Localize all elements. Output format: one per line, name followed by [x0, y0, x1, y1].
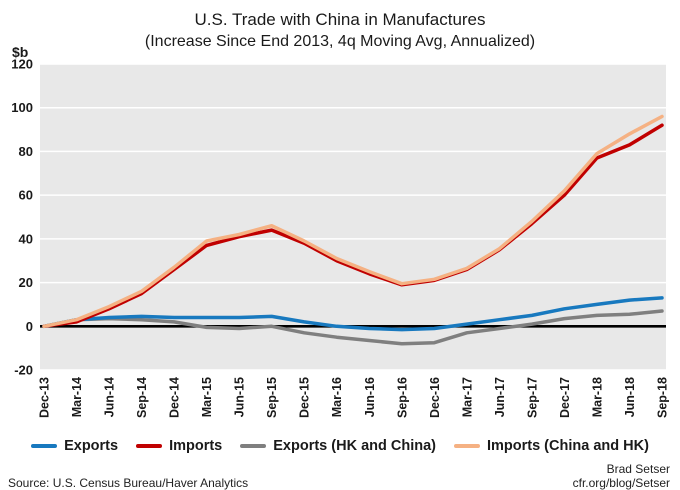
series-line-3 [42, 114, 664, 329]
legend-label-exports-hk-china: Exports (HK and China) [273, 438, 436, 454]
y-tick-label: 60 [19, 188, 33, 203]
x-tick-label: Sep-15 [265, 377, 279, 418]
legend-item-exports-hk-china: Exports (HK and China) [240, 438, 436, 454]
blog-url: cfr.org/blog/Setser [572, 476, 670, 490]
x-tick-label: Mar-14 [70, 377, 84, 417]
x-tick-label: Jun-16 [363, 377, 377, 417]
author-credit: Brad Setser [606, 462, 670, 476]
x-tick-label: Jun-17 [493, 377, 507, 417]
x-tick-label: Jun-18 [623, 377, 637, 417]
plot-area [40, 64, 666, 370]
legend-label-imports-china-hk: Imports (China and HK) [486, 438, 649, 454]
chart-footer: Source: U.S. Census Bureau/Haver Analyti… [0, 458, 680, 490]
legend-item-imports: Imports [136, 438, 222, 454]
y-tick-label: 20 [19, 275, 33, 290]
legend-item-imports-china-hk: Imports (China and HK) [453, 438, 649, 454]
x-tick-label: Sep-17 [525, 377, 539, 418]
y-tick-label: -20 [14, 363, 33, 378]
source-note: Source: U.S. Census Bureau/Haver Analyti… [8, 476, 249, 490]
legend-swatch-exports-hk-china [240, 444, 267, 448]
x-tick-label: Sep-14 [135, 377, 149, 418]
x-tick-label: Sep-18 [656, 377, 670, 418]
y-axis-unit-label: $b [12, 44, 29, 60]
credit-block: Brad Setser cfr.org/blog/Setser [573, 462, 670, 490]
line-chart: -20 0 20 40 60 80 100 120 Dec-13 Mar-14 Jun-14 Sep-… [11, 57, 670, 419]
legend-swatch-exports [31, 444, 58, 448]
chart-title: U.S. Trade with China in Manufactures [194, 10, 486, 29]
x-tick-label: Jun-14 [103, 377, 117, 417]
y-tick-label: 100 [11, 100, 33, 115]
legend: Exports Imports Exports (HK and China) I… [0, 434, 680, 458]
x-tick-label: Mar-17 [460, 377, 474, 417]
x-tick-label: Dec-17 [558, 377, 572, 418]
x-tick-label: Dec-16 [428, 377, 442, 418]
x-tick-label: Mar-15 [200, 377, 214, 417]
x-tick-label: Sep-16 [395, 377, 409, 418]
y-tick-label: 80 [19, 144, 33, 159]
legend-swatch-imports-china-hk [453, 444, 480, 448]
series-line-1 [42, 123, 664, 329]
legend-label-imports: Imports [169, 438, 223, 454]
y-tick-label: 40 [19, 231, 33, 246]
chart-header: U.S. Trade with China in Manufactures (I… [0, 0, 680, 60]
x-tick-label: Dec-13 [38, 377, 52, 418]
series-line-0 [42, 296, 664, 332]
x-tick-label: Jun-15 [233, 377, 247, 417]
legend-item-exports: Exports [31, 438, 118, 454]
y-tick-label: 120 [11, 57, 33, 72]
x-tick-label: Dec-15 [298, 377, 312, 418]
y-tick-label: 0 [26, 319, 33, 334]
series-line-2 [42, 309, 664, 346]
legend-label-exports: Exports [64, 438, 119, 454]
legend-swatch-imports [136, 444, 163, 448]
x-tick-label: Mar-18 [590, 377, 604, 417]
x-tick-label: Mar-16 [330, 377, 344, 417]
x-tick-label: Dec-14 [168, 377, 182, 418]
chart-subtitle: (Increase Since End 2013, 4q Moving Avg,… [144, 33, 536, 50]
